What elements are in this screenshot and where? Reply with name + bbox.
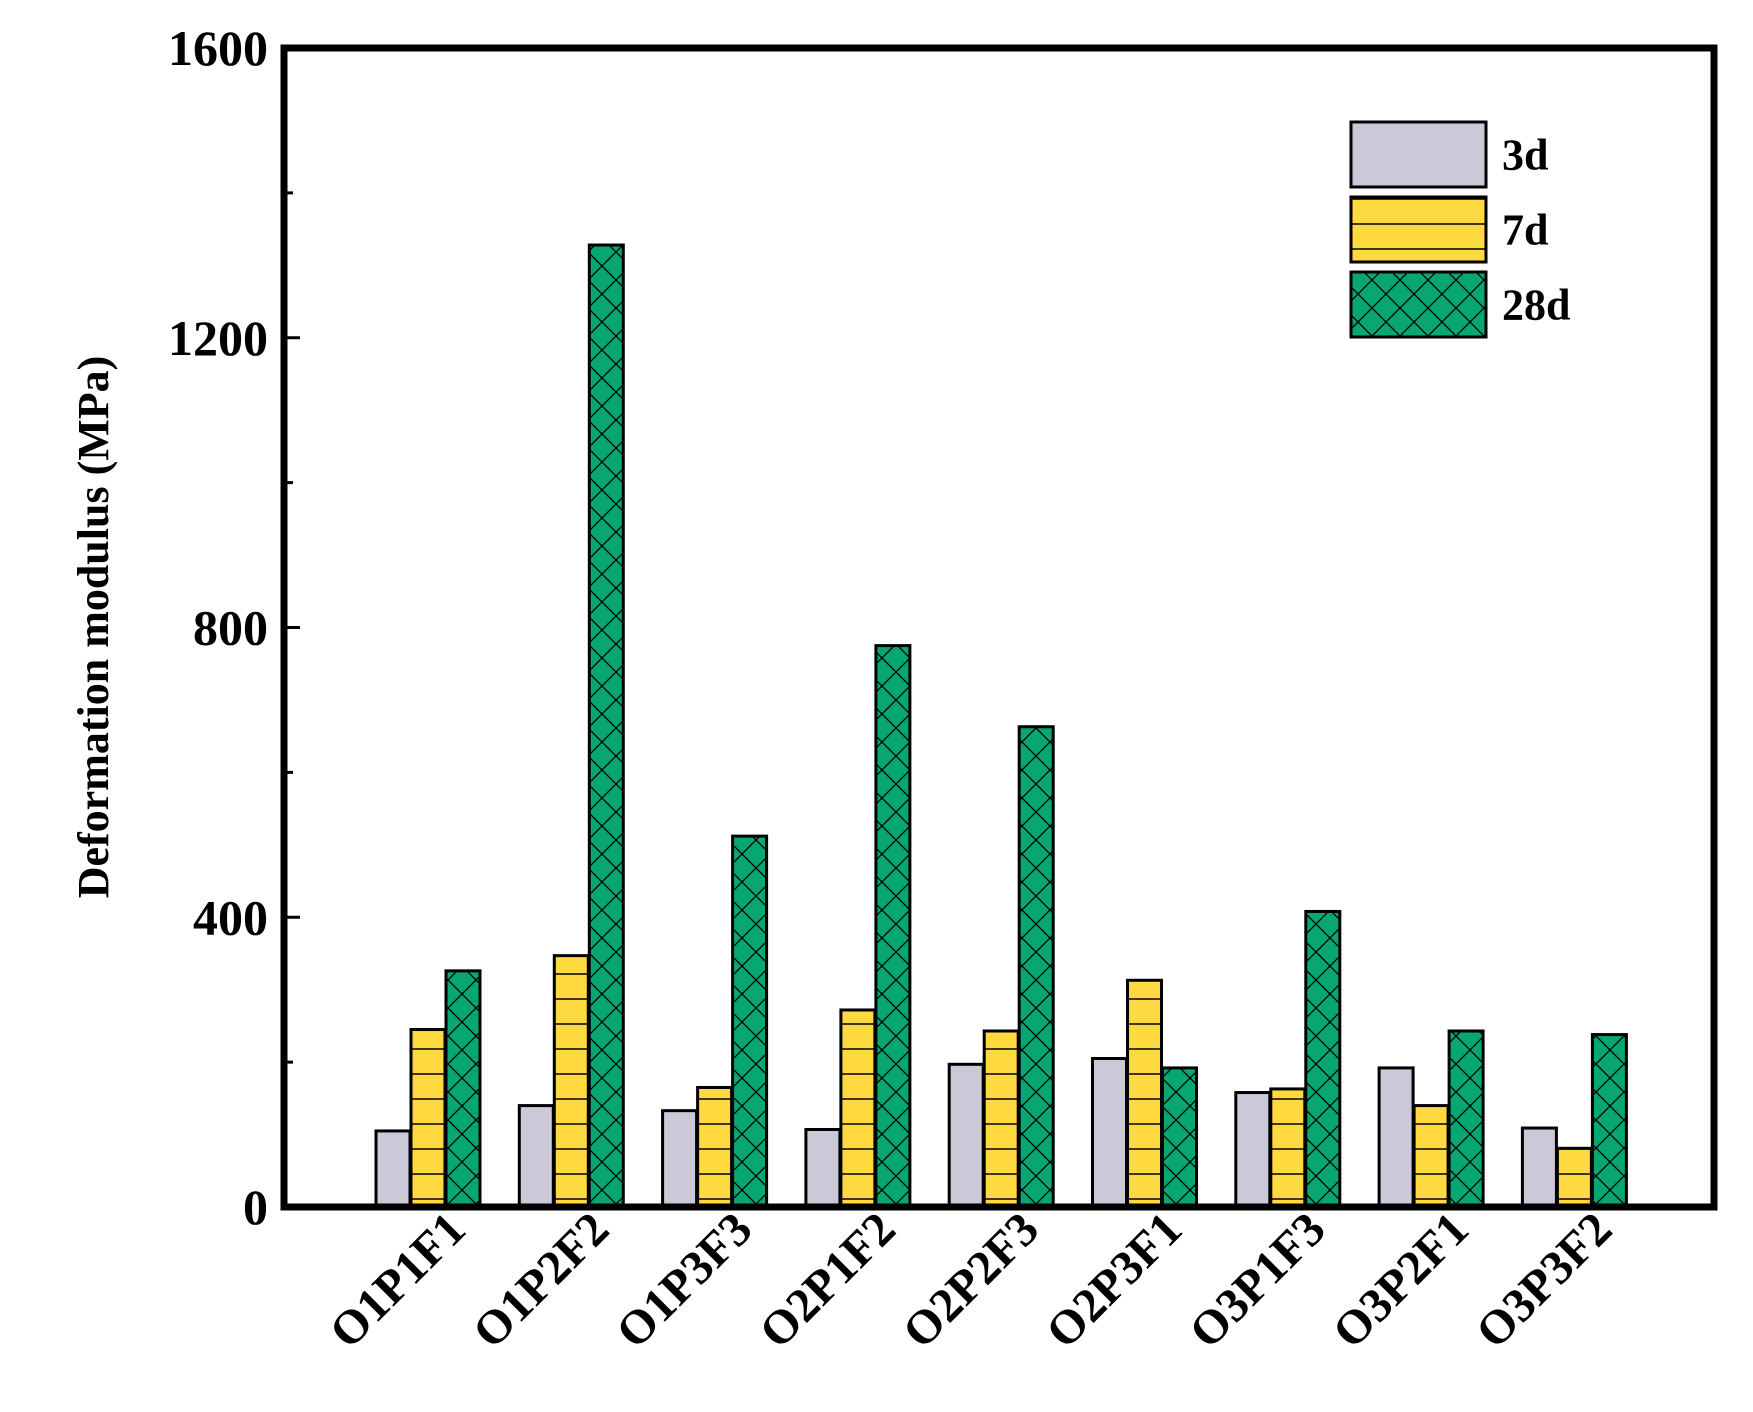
bar-o2p2f3-3d xyxy=(949,1064,984,1207)
bar-o1p2f2-3d xyxy=(519,1105,554,1207)
bar-o1p3f3-28d-pattern xyxy=(732,836,767,1207)
bar-o3p1f3-7d-pattern xyxy=(1270,1088,1305,1207)
bar-o2p1f2-28d-pattern xyxy=(875,645,910,1207)
bar-o1p1f1-7d-pattern xyxy=(411,1029,445,1207)
legend-label-3d: 3d xyxy=(1502,131,1548,180)
bars-layer xyxy=(374,243,1628,1209)
bar-o3p3f2-3d xyxy=(1522,1128,1557,1207)
x-label-o1p2f2: O1P2F2 xyxy=(463,1202,619,1358)
bar-o3p3f2-7d-pattern xyxy=(1557,1148,1592,1207)
x-label-o3p2f1: O3P2F1 xyxy=(1323,1202,1479,1358)
legend-swatch-28d-outline xyxy=(1349,270,1488,339)
legend-swatch-3d-outline xyxy=(1349,120,1488,189)
bar-o1p2f2-28d-pattern xyxy=(589,245,624,1207)
x-label-o3p1f3: O3P1F3 xyxy=(1179,1202,1335,1358)
bar-o1p2f2-7d-pattern xyxy=(554,955,589,1207)
bar-o2p3f1-7d-pattern xyxy=(1127,980,1162,1207)
bar-o3p2f1-28d-pattern xyxy=(1449,1030,1484,1207)
bar-o1p1f1-28d-pattern xyxy=(446,970,480,1207)
y-tick-label-400: 400 xyxy=(193,889,268,945)
bar-o3p1f3-3d xyxy=(1235,1092,1270,1207)
bar-o3p1f3-28d-pattern xyxy=(1305,911,1340,1207)
bar-o2p1f2-7d-pattern xyxy=(840,1009,875,1207)
legend: 3d 7d 28d xyxy=(1349,120,1570,339)
y-tick-label-800: 800 xyxy=(193,600,268,656)
bar-o1p1f1-3d xyxy=(376,1130,410,1207)
bar-o2p3f1-28d-pattern xyxy=(1162,1067,1197,1207)
bar-o1p3f3-3d xyxy=(662,1110,697,1207)
bar-o1p3f3-7d-pattern xyxy=(697,1087,732,1207)
y-tick-label-1600: 1600 xyxy=(168,20,268,76)
bar-o3p2f1-7d-pattern xyxy=(1414,1105,1449,1207)
y-tick-label-0: 0 xyxy=(243,1179,268,1235)
legend-label-28d: 28d xyxy=(1502,281,1570,330)
bar-o3p2f1-3d xyxy=(1379,1067,1414,1207)
x-label-o1p3f3: O1P3F3 xyxy=(606,1202,762,1358)
bar-o2p2f3-28d-pattern xyxy=(1019,726,1054,1207)
y-axis-title: Deformation modulus (MPa) xyxy=(69,356,118,899)
x-label-o2p1f2: O2P1F2 xyxy=(749,1202,905,1358)
bar-o3p3f2-28d-pattern xyxy=(1592,1034,1627,1207)
y-axis-ticks: 0 400 800 1200 1600 xyxy=(168,20,300,1235)
x-label-o2p3f1: O2P3F1 xyxy=(1036,1202,1192,1358)
legend-swatch-28d-pattern xyxy=(1351,272,1486,337)
y-tick-label-1200: 1200 xyxy=(168,310,268,366)
legend-swatch-7d-pattern xyxy=(1351,197,1486,262)
legend-swatch-3d xyxy=(1351,122,1486,187)
bar-o2p2f3-7d-pattern xyxy=(984,1030,1019,1207)
bar-o2p1f2-3d xyxy=(805,1129,840,1207)
bar-o2p3f1-3d xyxy=(1092,1058,1127,1207)
x-label-o1p1f1: O1P1F1 xyxy=(320,1202,476,1358)
x-label-o2p2f3: O2P2F3 xyxy=(893,1202,1049,1358)
x-axis-category-labels: O1P1F1O1P2F2O1P3F3O2P1F2O2P2F3O2P3F1O3P1… xyxy=(320,1202,1623,1358)
legend-swatch-7d-outline xyxy=(1349,195,1488,264)
legend-label-7d: 7d xyxy=(1502,206,1548,255)
x-label-o3p3f2: O3P3F2 xyxy=(1466,1202,1622,1358)
